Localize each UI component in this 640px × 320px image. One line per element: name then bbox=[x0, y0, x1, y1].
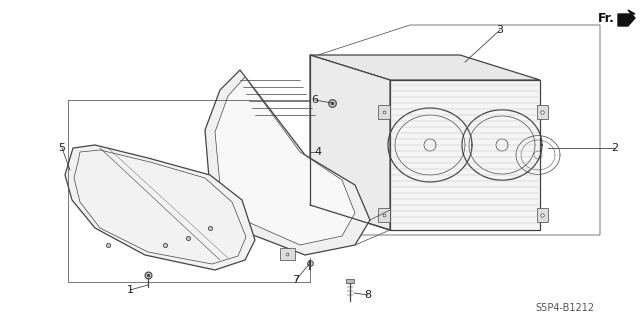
Polygon shape bbox=[618, 10, 635, 26]
Text: 1: 1 bbox=[127, 285, 134, 295]
Polygon shape bbox=[205, 70, 370, 255]
Text: 8: 8 bbox=[364, 290, 372, 300]
Polygon shape bbox=[310, 55, 540, 80]
Polygon shape bbox=[537, 208, 548, 222]
Text: 5: 5 bbox=[58, 143, 65, 153]
Polygon shape bbox=[310, 55, 390, 230]
Text: 6: 6 bbox=[312, 95, 319, 105]
Text: 4: 4 bbox=[314, 147, 321, 157]
Text: Fr.: Fr. bbox=[598, 12, 615, 25]
Text: S5P4-B1212: S5P4-B1212 bbox=[536, 303, 595, 313]
Polygon shape bbox=[537, 105, 548, 119]
Text: 2: 2 bbox=[611, 143, 619, 153]
Polygon shape bbox=[215, 77, 355, 245]
Polygon shape bbox=[378, 105, 390, 119]
Polygon shape bbox=[378, 208, 390, 222]
Text: 7: 7 bbox=[292, 275, 300, 285]
Polygon shape bbox=[65, 145, 255, 270]
Polygon shape bbox=[280, 248, 295, 260]
Text: 3: 3 bbox=[497, 25, 504, 35]
Polygon shape bbox=[346, 279, 354, 283]
Polygon shape bbox=[390, 80, 540, 230]
